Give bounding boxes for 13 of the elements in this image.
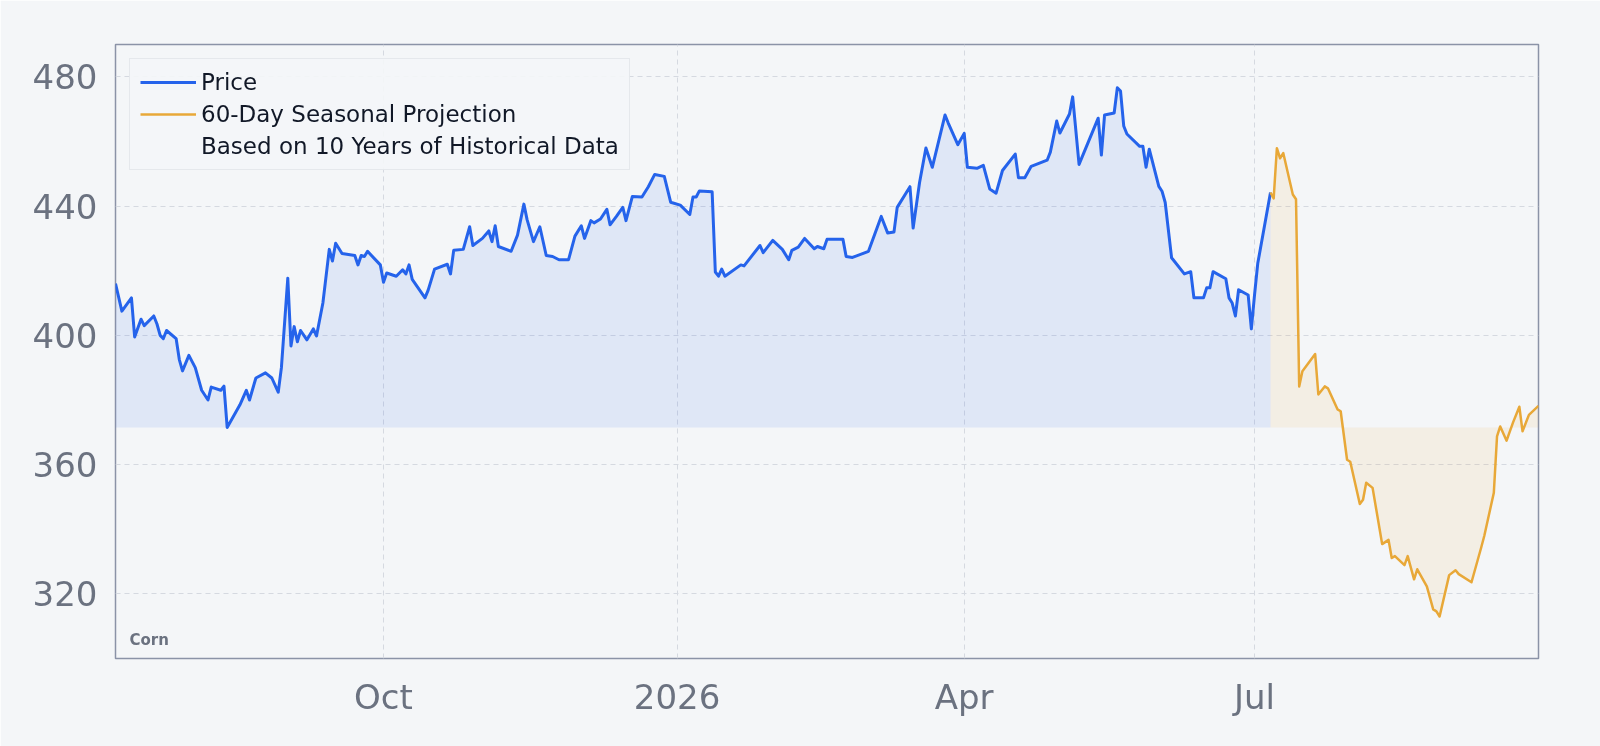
x-tick-label: Jul	[1232, 676, 1276, 717]
y-tick-label: 480	[32, 57, 98, 98]
y-tick-label: 360	[32, 445, 98, 486]
x-tick-label: 2026	[633, 676, 721, 717]
x-tick-label: Oct	[354, 676, 413, 717]
y-tick-label: 400	[32, 315, 98, 356]
y-tick-label: 320	[32, 574, 98, 615]
legend-label: Price	[201, 69, 258, 95]
annotation: Based on 10 Years of Historical Data	[201, 133, 619, 159]
x-tick-label: Apr	[934, 676, 994, 717]
annotation: Corn	[129, 630, 169, 649]
legend-label: 60-Day Seasonal Projection	[201, 101, 517, 127]
y-tick-label: 440	[32, 186, 98, 227]
